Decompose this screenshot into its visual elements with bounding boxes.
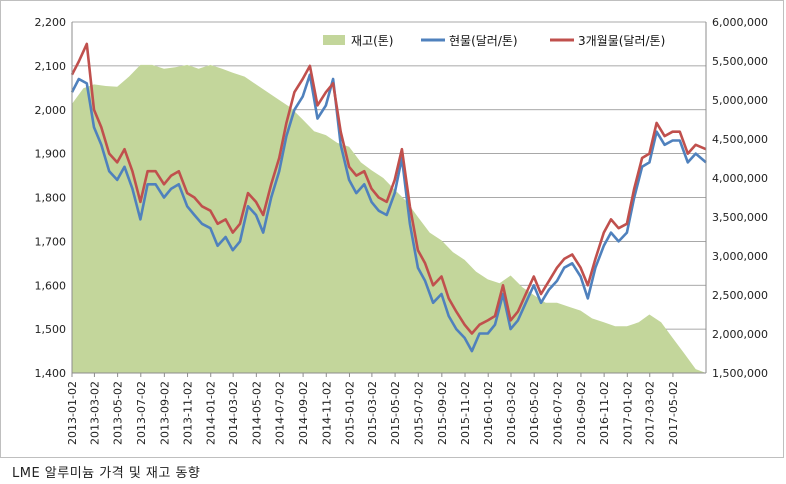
x-tick-label: 2016-03-02 <box>505 381 518 445</box>
y-right-tick-label: 5,000,000 <box>712 94 768 107</box>
x-tick-label: 2014-05-02 <box>250 381 263 445</box>
inventory-area <box>72 64 706 374</box>
y-left-tick-label: 1,900 <box>35 148 67 161</box>
x-tick-label: 2015-07-02 <box>412 381 425 445</box>
series-line-3month <box>70 42 707 335</box>
y-right-tick-label: 4,500,000 <box>712 133 768 146</box>
x-tick-label: 2013-03-02 <box>88 381 101 445</box>
x-tick-label: 2017-01-02 <box>621 381 634 445</box>
x-tick-label: 2013-09-02 <box>158 381 171 445</box>
y-left-tick-label: 2,100 <box>35 60 67 73</box>
x-tick-label: 2016-09-02 <box>575 381 588 445</box>
x-tick-label: 2015-11-02 <box>459 381 472 445</box>
x-tick-label: 2015-05-02 <box>389 381 402 445</box>
x-tick-label: 2016-07-02 <box>551 381 564 445</box>
y-right-tick-label: 3,500,000 <box>712 211 768 224</box>
x-tick-label: 2014-01-02 <box>205 381 218 445</box>
x-tick-label: 2013-07-02 <box>135 381 148 445</box>
x-tick-label: 2017-05-02 <box>667 381 680 445</box>
legend-swatch-inventory <box>323 35 345 45</box>
x-tick-label: 2017-03-02 <box>644 381 657 445</box>
y-right-tick-label: 5,500,000 <box>712 55 768 68</box>
y-left-tick-label: 1,600 <box>35 279 67 292</box>
x-tick-label: 2013-01-02 <box>66 381 79 445</box>
y-left-tick-label: 1,800 <box>35 192 67 205</box>
y-right-tick-label: 2,500,000 <box>712 289 768 302</box>
chart-plot: 1,400 1,500 1,600 1,700 1,800 1,900 2,000 2,100… <box>35 16 768 445</box>
x-tick-label: 2014-09-02 <box>297 381 310 445</box>
x-tick-label: 2016-05-02 <box>528 381 541 445</box>
y-right-tick-label: 3,000,000 <box>712 250 768 263</box>
x-tick-label: 2014-11-02 <box>320 381 333 445</box>
y-left-tick-label: 1,400 <box>35 367 67 380</box>
y-right-tick-label: 2,000,000 <box>712 328 768 341</box>
legend-label: 현물(달러/톤) <box>449 34 518 48</box>
y-left-tick-label: 1,500 <box>35 323 67 336</box>
axes: 1,400 1,500 1,600 1,700 1,800 1,900 2,000 2,100… <box>35 16 768 445</box>
x-tick-label: 2015-09-02 <box>436 381 449 445</box>
legend-label: 재고(톤) <box>351 34 393 48</box>
chart-frame: 1,400 1,500 1,600 1,700 1,800 1,900 2,000 2,100… <box>0 0 784 458</box>
y-right-tick-label: 6,000,000 <box>712 16 768 29</box>
x-tick-label: 2016-01-02 <box>482 381 495 445</box>
x-tick-label: 2014-03-02 <box>227 381 240 445</box>
y-left-tick-label: 2,200 <box>35 16 67 29</box>
legend: 재고(톤) 현물(달러/톤) 3개월물(달러/톤) <box>323 34 665 48</box>
y-right-tick-label: 1,500,000 <box>712 367 768 380</box>
series-area-inventory <box>72 64 706 374</box>
y-left-tick-label: 2,000 <box>35 104 67 117</box>
chart-caption: LME 알루미늄 가격 및 재고 동향 <box>12 466 201 481</box>
y-left-tick-label: 1,700 <box>35 235 67 248</box>
x-tick-label: 2015-01-02 <box>344 381 357 445</box>
price-lines <box>70 42 707 353</box>
x-tick-label: 2015-03-02 <box>366 381 379 445</box>
x-tick-label: 2014-07-02 <box>274 381 287 445</box>
y-right-tick-label: 4,000,000 <box>712 172 768 185</box>
legend-label: 3개월물(달러/톤) <box>578 34 665 48</box>
series-line-spot <box>70 73 707 353</box>
x-tick-label: 2013-11-02 <box>182 381 195 445</box>
x-tick-label: 2013-05-02 <box>112 381 125 445</box>
x-tick-label: 2016-11-02 <box>598 381 611 445</box>
